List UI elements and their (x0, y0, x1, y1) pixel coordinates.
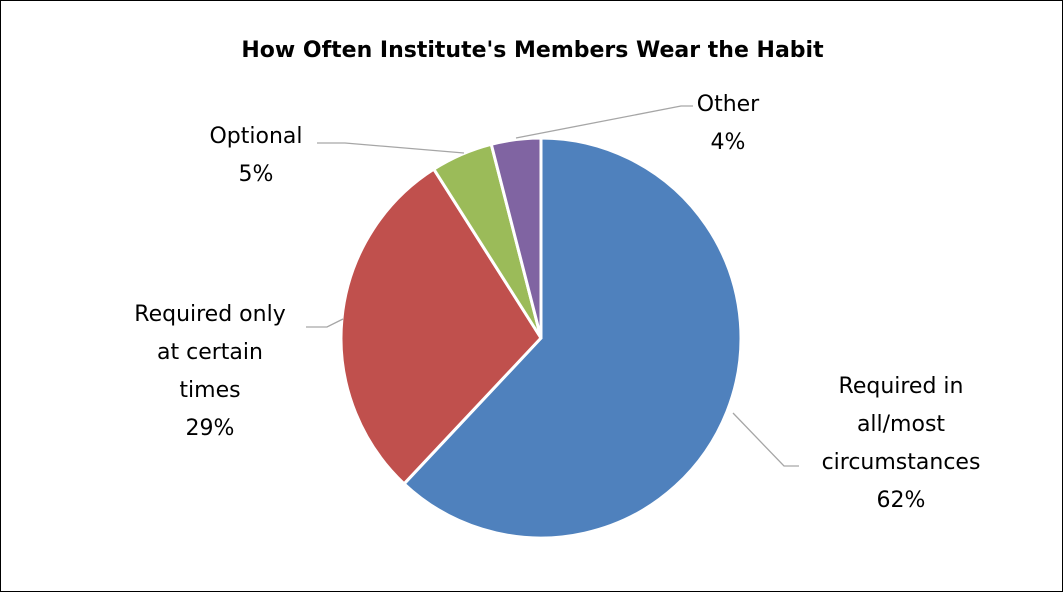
data-label-required-only-at-certain-times: Required only at certain times 29% (134, 302, 285, 441)
pie-slice-required-in-all-most-circumstances (402, 136, 743, 540)
data-label-required-in-all-most-circumstances: Required in all/most circumstances 62% (822, 374, 981, 513)
leader-line-required-in-all-most-circumstances (732, 412, 799, 467)
data-label-line: Required only (134, 302, 285, 327)
data-label-percent: 29% (186, 416, 235, 441)
leader-line-required-only-at-certain-times (306, 318, 344, 328)
leader-line-other (515, 105, 693, 139)
data-label-line: Other (697, 92, 760, 117)
chart-title: How Often Institute's Members Wear the H… (241, 38, 824, 63)
data-label-line: circumstances (822, 450, 981, 475)
leader-line-optional (317, 142, 465, 154)
data-label-optional: Optional 5% (209, 124, 302, 187)
data-label-line: all/most (857, 412, 945, 437)
pie-slice-other (489, 136, 543, 340)
data-label-line: times (179, 378, 240, 403)
data-label-line: Optional (209, 124, 302, 149)
data-label-line: at certain (157, 340, 263, 365)
data-label-percent: 5% (239, 162, 274, 187)
data-label-percent: 4% (711, 130, 746, 155)
data-label-line: Required in (839, 374, 964, 399)
data-label-other: Other 4% (697, 92, 760, 155)
data-label-percent: 62% (877, 488, 926, 513)
